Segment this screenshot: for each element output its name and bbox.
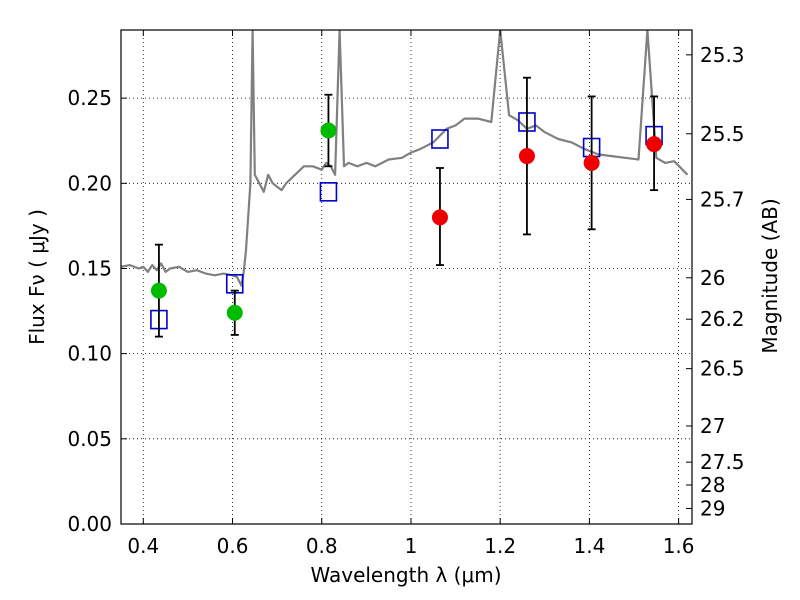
x-tick-label: 0.8: [306, 534, 338, 558]
magnitude-axis-label: Magnitude (AB): [758, 198, 782, 353]
red-data-point: [583, 154, 600, 171]
magnitude-tick-label: 27.5: [700, 450, 745, 474]
x-tick-label: 0.4: [127, 534, 159, 558]
x-tick-label: 1.2: [484, 534, 516, 558]
magnitude-tick-label: 25.7: [700, 187, 745, 211]
x-tick-label: 1.6: [663, 534, 695, 558]
green-data-point: [320, 122, 337, 139]
green-data-point: [150, 282, 167, 299]
grid: [121, 30, 692, 524]
spectrum-layer: [121, 30, 689, 287]
model-photometry-point: [431, 129, 449, 149]
y-tick-label: 0.20: [67, 171, 112, 195]
x-axis-label: Wavelength λ (μm): [310, 563, 501, 587]
magnitude-tick-label: 26.5: [700, 357, 745, 381]
red-data-point: [646, 136, 663, 153]
y-tick-label: 0.15: [67, 256, 112, 280]
y-tick-label: 0.10: [67, 342, 112, 366]
x-axis: 0.4 0.6 0.8 1 1.2 1.4 1.6: [127, 30, 695, 558]
magnitude-tick-label: 26.2: [700, 307, 745, 331]
spectrum-line: [121, 30, 689, 287]
green-data-point: [226, 304, 243, 321]
red-data-point: [431, 209, 448, 226]
model-photometry-point: [319, 182, 338, 202]
y-tick-label: 0.05: [67, 427, 112, 451]
x-tick-label: 0.6: [217, 534, 249, 558]
y-axis-label: Flux Fν ( μJy ): [25, 209, 49, 345]
y-axis: 0.00 0.05 0.10 0.15 0.20 0.25: [67, 86, 127, 536]
magnitude-tick-label: 25.3: [700, 43, 745, 67]
x-tick-label: 1.4: [573, 534, 605, 558]
x-tick-label: 1: [405, 534, 418, 558]
magnitude-tick-label: 26: [700, 266, 725, 290]
magnitude-tick-label: 28: [700, 473, 725, 497]
marker-layer: [150, 76, 663, 338]
red-data-point: [518, 148, 535, 165]
magnitude-tick-label: 27: [700, 414, 725, 438]
y-tick-label: 0.25: [67, 86, 112, 110]
magnitude-tick-label: 25.5: [700, 122, 745, 146]
magnitude-tick-label: 29: [700, 496, 725, 520]
y-tick-label: 0.00: [67, 512, 112, 536]
plot-frame: [120, 29, 693, 525]
